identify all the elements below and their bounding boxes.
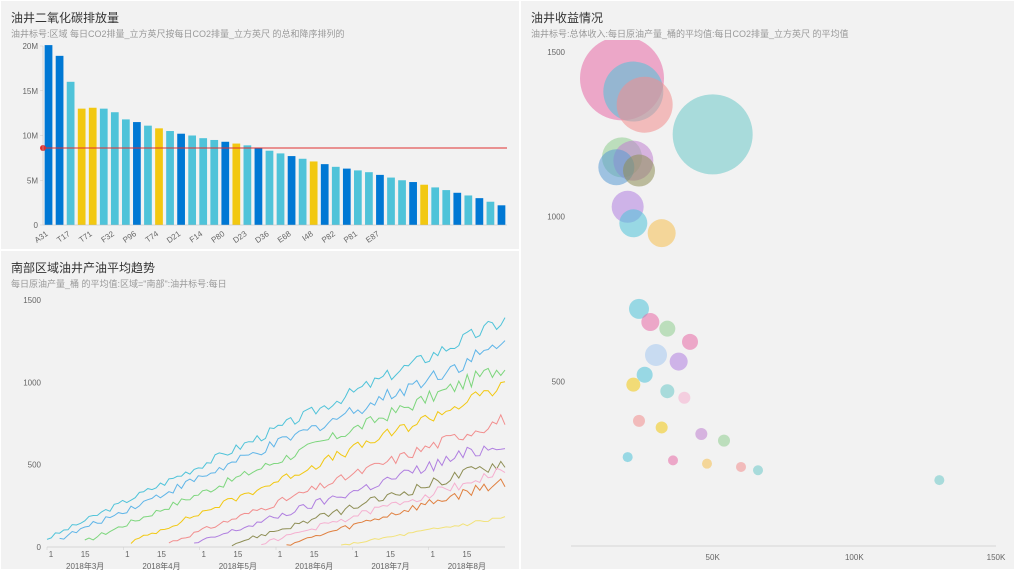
- svg-text:F32: F32: [99, 229, 116, 245]
- svg-text:1: 1: [201, 550, 206, 559]
- svg-text:50K: 50K: [706, 553, 721, 562]
- svg-text:1000: 1000: [547, 213, 565, 222]
- svg-text:15: 15: [233, 550, 242, 559]
- svg-text:D23: D23: [231, 229, 249, 245]
- svg-text:1000: 1000: [23, 378, 41, 387]
- bar-chart-title: 油井二氧化碳排放量: [11, 9, 509, 26]
- svg-text:1: 1: [354, 550, 359, 559]
- svg-text:A31: A31: [33, 229, 50, 245]
- svg-text:P96: P96: [121, 229, 138, 245]
- svg-text:T74: T74: [144, 229, 161, 245]
- svg-text:1: 1: [430, 550, 435, 559]
- svg-text:10M: 10M: [22, 132, 38, 141]
- svg-text:E68: E68: [276, 229, 293, 245]
- svg-text:5M: 5M: [27, 176, 38, 185]
- svg-text:F14: F14: [188, 229, 205, 245]
- svg-text:D21: D21: [165, 229, 183, 245]
- svg-text:T71: T71: [77, 229, 94, 245]
- svg-text:500: 500: [28, 461, 42, 470]
- svg-text:150K: 150K: [987, 553, 1006, 562]
- svg-text:15: 15: [81, 550, 90, 559]
- bubble-chart-title: 油井收益情况: [531, 9, 1004, 26]
- svg-text:15: 15: [462, 550, 471, 559]
- line-chart-subtitle: 每日原油产量_桶 的平均值:区域="南部":油井标号:每日: [11, 277, 509, 290]
- svg-text:15: 15: [310, 550, 319, 559]
- svg-text:1500: 1500: [23, 296, 41, 305]
- line-chart-title: 南部区域油井产油平均趋势: [11, 259, 509, 276]
- svg-text:1: 1: [125, 550, 130, 559]
- svg-text:15: 15: [157, 550, 166, 559]
- svg-text:20M: 20M: [22, 42, 38, 51]
- svg-text:T17: T17: [55, 229, 72, 245]
- line-chart[interactable]: 0500100015001152018年3月1152018年4月1152018年…: [11, 290, 511, 575]
- svg-text:I48: I48: [301, 229, 316, 243]
- svg-text:1: 1: [49, 550, 54, 559]
- svg-text:15: 15: [386, 550, 395, 559]
- svg-text:P81: P81: [342, 229, 359, 245]
- bar-chart-panel: 油井二氧化碳排放量 油井标号:区域 每日CO2排量_立方英尺按每日CO2排量_立…: [0, 0, 520, 250]
- line-chart-panel: 南部区域油井产油平均趋势 每日原油产量_桶 的平均值:区域="南部":油井标号:…: [0, 250, 520, 570]
- bar-chart[interactable]: 05M10M15M20MA31T17T71F32P96T74D21F14P80D…: [11, 40, 511, 255]
- svg-text:0: 0: [37, 543, 42, 552]
- svg-text:1: 1: [278, 550, 283, 559]
- svg-text:100K: 100K: [845, 553, 864, 562]
- svg-text:15M: 15M: [22, 87, 38, 96]
- bar-chart-subtitle: 油井标号:区域 每日CO2排量_立方英尺按每日CO2排量_立方英尺 的总和降序排…: [11, 27, 509, 40]
- svg-text:1500: 1500: [547, 48, 565, 57]
- svg-text:P80: P80: [210, 229, 227, 245]
- svg-text:P82: P82: [320, 229, 337, 245]
- bubble-chart-panel: 油井收益情况 油井标号:总体收入:每日原油产量_桶的平均值:每日CO2排量_立方…: [520, 0, 1015, 570]
- svg-text:500: 500: [552, 377, 566, 386]
- bubble-chart[interactable]: 500 1000 1500 50K 100K 150K: [531, 40, 1006, 570]
- svg-text:D36: D36: [253, 229, 271, 245]
- svg-text:0: 0: [34, 221, 39, 230]
- bubble-chart-subtitle: 油井标号:总体收入:每日原油产量_桶的平均值:每日CO2排量_立方英尺 的平均值: [531, 27, 1004, 40]
- svg-text:E87: E87: [364, 229, 381, 245]
